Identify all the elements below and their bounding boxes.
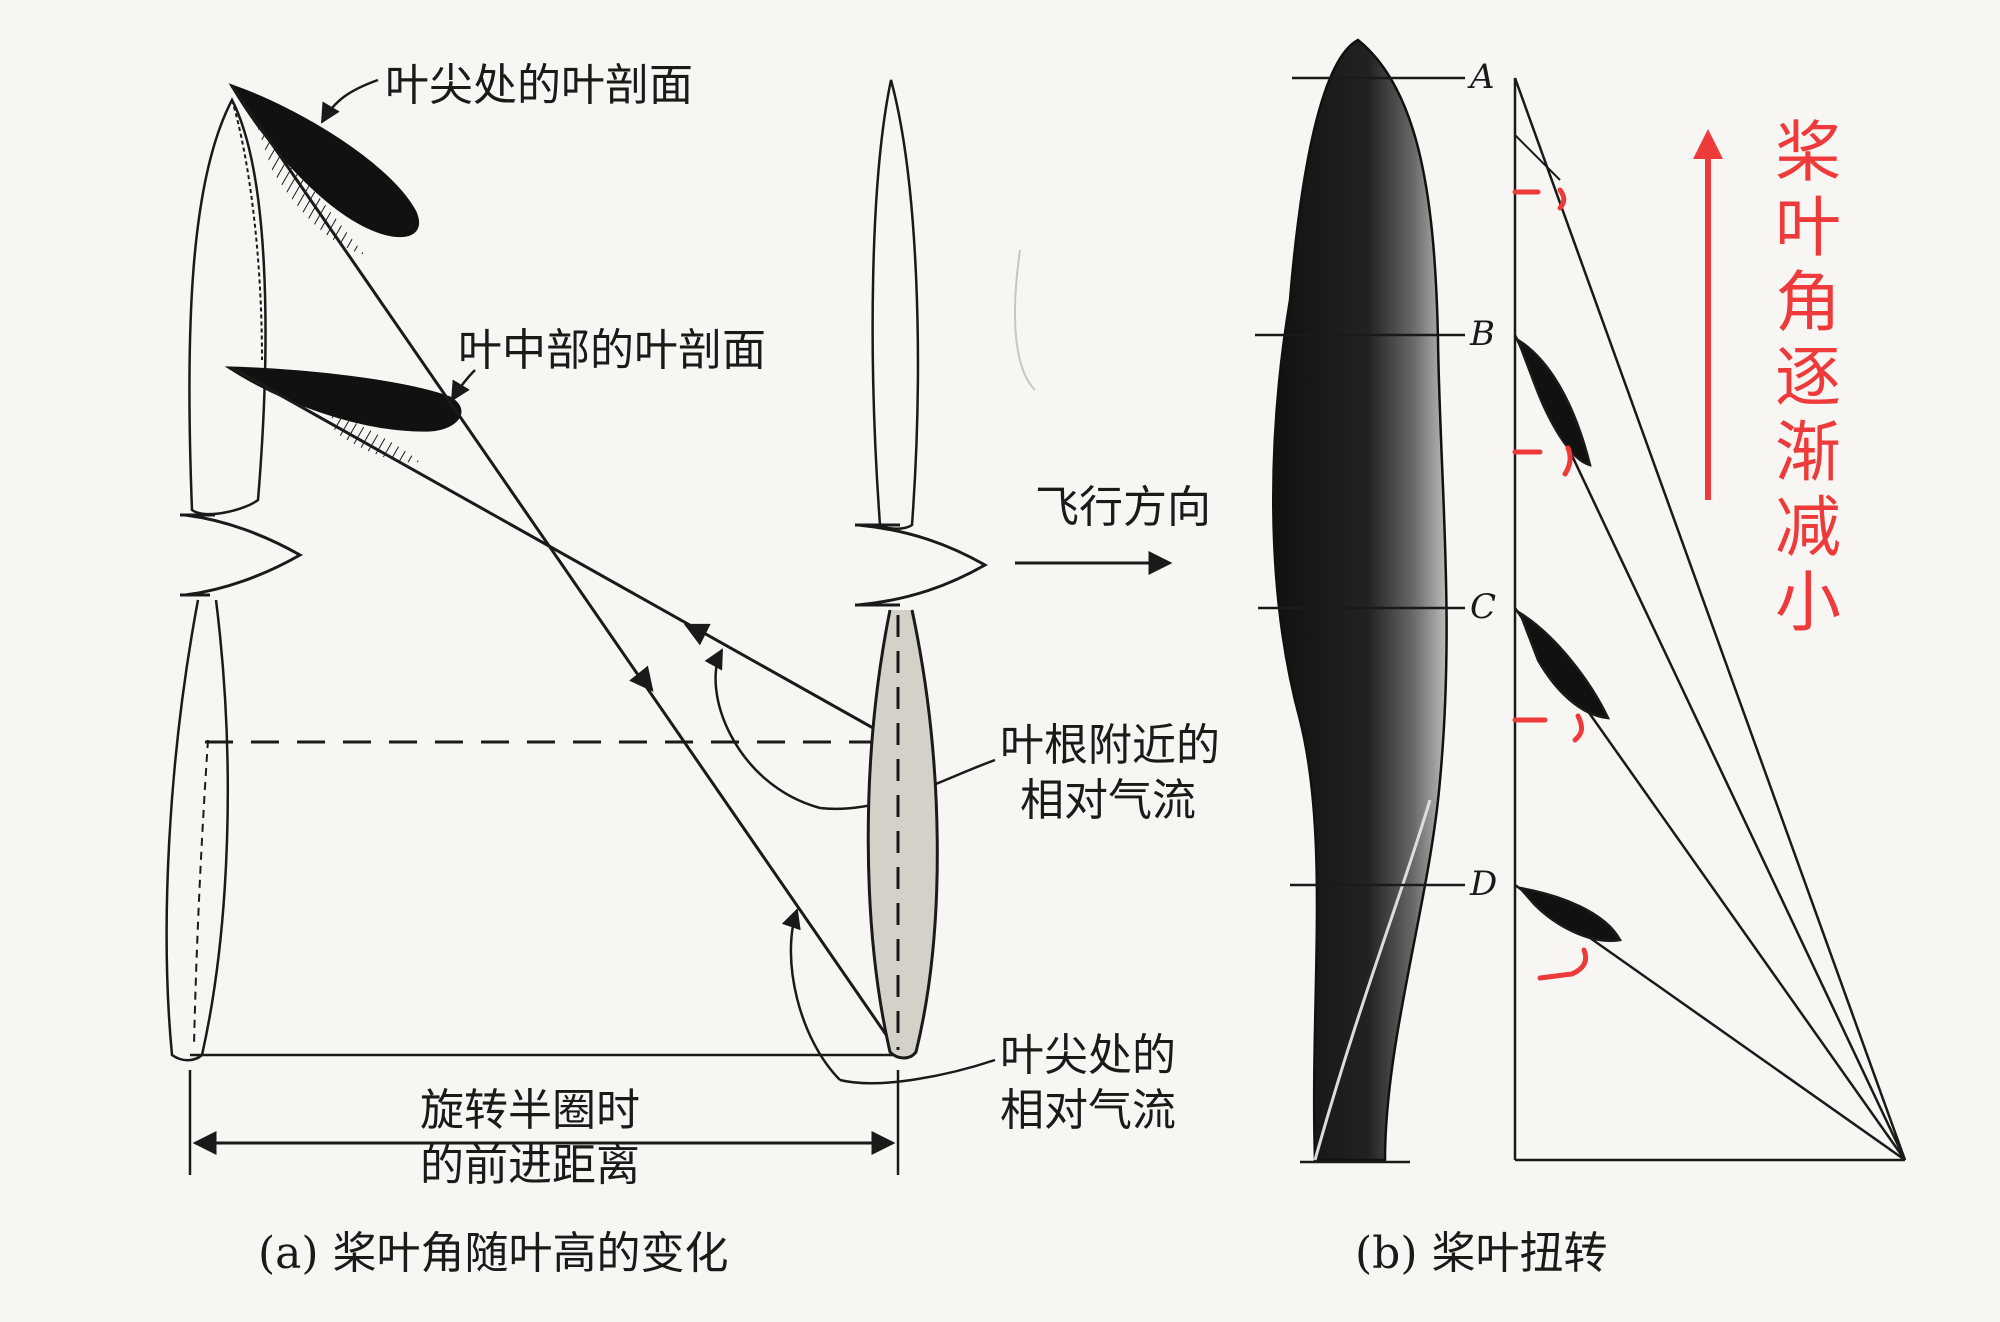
tip-angle-arc [781, 908, 841, 1081]
station-label-a: A [1467, 57, 1495, 97]
section-airfoil-d [1516, 886, 1622, 943]
red-char-5: 渐 [1775, 414, 1841, 491]
ray-b [1513, 334, 1907, 1161]
flight-direction-label: 飞行方向 [1035, 482, 1211, 533]
left-upper-blade-back [231, 99, 263, 361]
tip-airfoil-hatch [255, 120, 365, 255]
tip-airflow-label-2: 相对气流 [1000, 1085, 1176, 1136]
red-mark-b [1512, 445, 1573, 477]
mid-section-label: 叶中部的叶剖面 [458, 325, 766, 376]
tip-airflow-label-1: 叶尖处的 [1000, 1030, 1176, 1081]
ray-a [1513, 77, 1907, 1161]
left-upper-blade [188, 97, 267, 516]
panel-a [165, 78, 1173, 1175]
station-label-d: D [1469, 864, 1497, 904]
right-hub [857, 523, 989, 607]
red-char-2: 叶 [1775, 189, 1841, 266]
right-upper-blade [871, 79, 920, 530]
red-char-3: 角 [1775, 264, 1841, 341]
red-char-4: 逐 [1775, 339, 1841, 416]
root-angle-arc [704, 648, 821, 810]
station-label-c: C [1470, 587, 1496, 627]
caption-b: (b) 桨叶扭转 [1355, 1228, 1607, 1279]
section-airfoil-b [1515, 336, 1592, 467]
red-angle-marks [1512, 187, 1589, 981]
red-mark-c [1512, 713, 1585, 743]
mid-airfoil-section [224, 366, 462, 432]
red-char-6: 减 [1775, 489, 1841, 566]
advance-label-1: 旋转半圈时 [420, 1085, 640, 1136]
root-airflow-label-1: 叶根附近的 [1000, 720, 1220, 771]
red-char-7: 小 [1775, 564, 1841, 641]
red-mark-a [1512, 187, 1567, 211]
right-lower-blade [866, 609, 939, 1060]
advance-label-2: 的前进距离 [420, 1140, 640, 1191]
tip-section-label: 叶尖处的叶剖面 [385, 60, 693, 111]
panel-b [1255, 38, 1907, 1164]
caption-a: (a) 桨叶角随叶高的变化 [258, 1228, 729, 1279]
root-airflow-label-2: 相对气流 [1020, 775, 1196, 826]
red-mark-d [1537, 947, 1589, 981]
red-char-1: 桨 [1775, 114, 1841, 191]
mid-airfoil-hatch [330, 410, 420, 463]
red-annotation: 桨 叶 角 逐 渐 减 小 [1775, 114, 1841, 641]
mid-airflow-line [231, 366, 899, 744]
station-label-b: B [1469, 314, 1495, 354]
twisted-blade [1272, 38, 1448, 1162]
section-airfoil-c [1517, 609, 1611, 720]
left-lower-blade [165, 599, 230, 1062]
tip-airflow-line [230, 85, 900, 1053]
left-hub [184, 513, 304, 597]
